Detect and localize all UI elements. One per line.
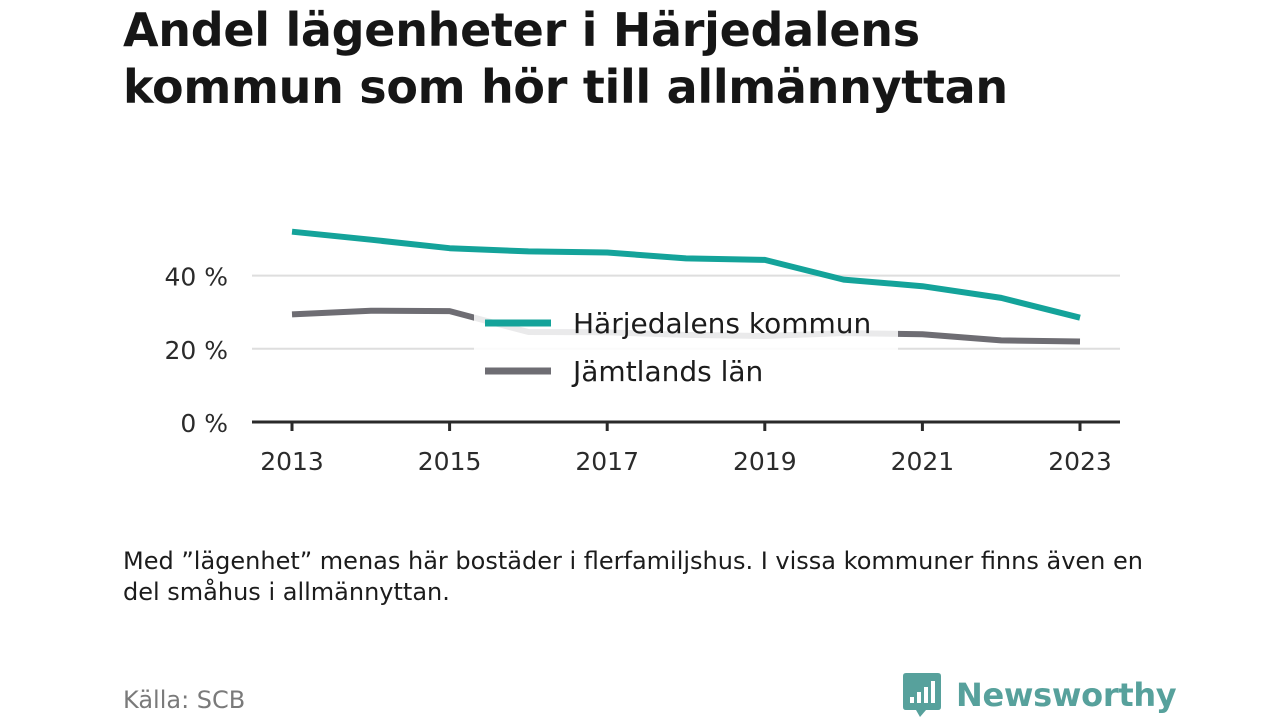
series-line: [291, 228, 1081, 321]
source-label: Källa: SCB: [123, 686, 246, 714]
y-axis-labels: 0 % 20 % 40 %: [164, 263, 228, 438]
x-tick-label: 2015: [418, 447, 482, 476]
legend-background: [474, 300, 898, 396]
x-tick-label: 2019: [733, 447, 797, 476]
newsworthy-logo-text: Newsworthy: [956, 676, 1177, 714]
footnote: Med ”lägenhet” menas här bostäder i fler…: [123, 547, 1143, 606]
chart-title-line-2: kommun som hör till allmännyttan: [123, 60, 1008, 114]
chart-title-line-1: Andel lägenheter i Härjedalens: [123, 3, 920, 57]
y-tick-label: 20 %: [164, 336, 228, 365]
x-tick-label: 2013: [260, 447, 324, 476]
newsworthy-logo-icon: [903, 673, 941, 717]
x-axis: [252, 420, 1120, 431]
legend: Härjedalens kommun Jämtlands län: [474, 300, 898, 396]
x-tick-label: 2023: [1048, 447, 1112, 476]
legend-label: Härjedalens kommun: [573, 307, 871, 340]
y-tick-label: 40 %: [164, 263, 228, 292]
legend-label: Jämtlands län: [571, 355, 763, 388]
x-axis-labels: 2013 2015 2017 2019 2021 2023: [260, 447, 1112, 476]
newsworthy-logo: Newsworthy: [902, 670, 1177, 720]
chart-title: Andel lägenheter i Härjedalens kommun so…: [123, 2, 1183, 116]
x-tick-label: 2021: [891, 447, 955, 476]
y-tick-label: 0 %: [180, 409, 228, 438]
x-tick-label: 2017: [575, 447, 639, 476]
